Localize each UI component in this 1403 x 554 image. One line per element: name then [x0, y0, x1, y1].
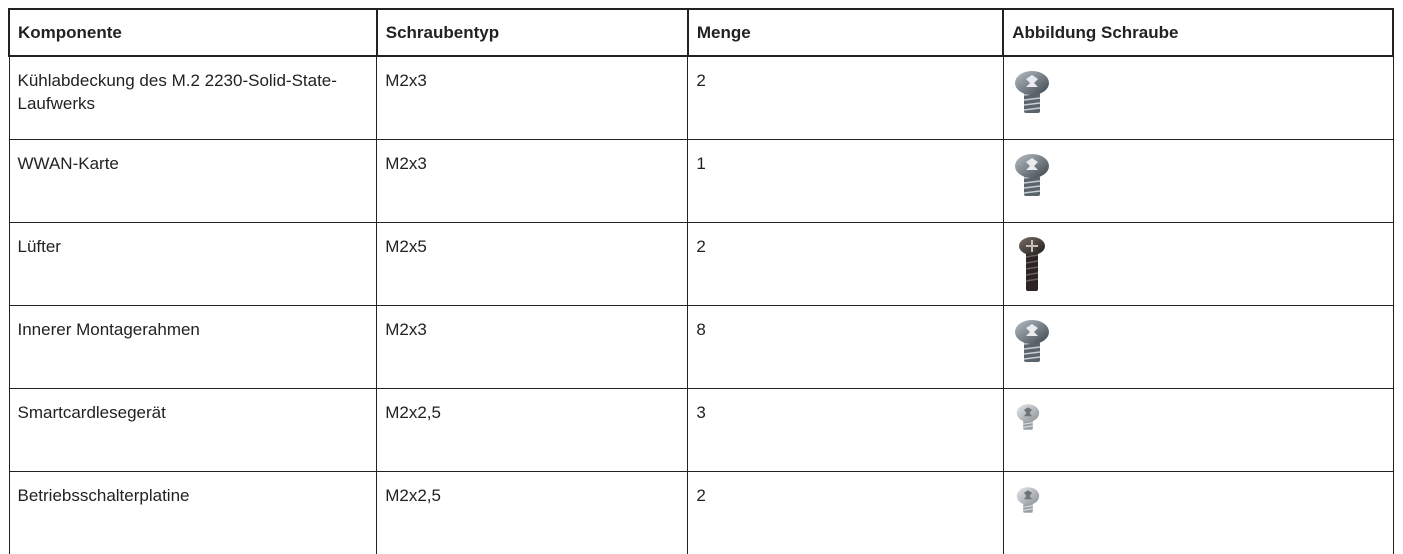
screw-image — [1012, 401, 1044, 433]
row: Innerer Montagerahmen M2x3 8 — [9, 306, 1393, 389]
cell: 3 — [688, 389, 1003, 472]
image-cell — [1003, 306, 1393, 389]
image-cell — [1003, 472, 1393, 554]
page: Komponente Schraubentyp Menge Abbildung … — [0, 0, 1403, 548]
header-row: Komponente Schraubentyp Menge Abbildung … — [9, 9, 1393, 56]
row: Betriebsschalterplatine M2x2,5 2 — [9, 472, 1393, 554]
cell: Innerer Montagerahmen — [9, 306, 377, 389]
cell: M2x5 — [377, 223, 688, 306]
cell: Smartcardlesegerät — [9, 389, 377, 472]
cell: 8 — [688, 306, 1003, 389]
cell: 2 — [688, 472, 1003, 554]
cell: M2x2,5 — [377, 389, 688, 472]
cell: 2 — [688, 223, 1003, 306]
cell: M2x3 — [377, 306, 688, 389]
screw-table: Komponente Schraubentyp Menge Abbildung … — [8, 8, 1394, 554]
cell: WWAN-Karte — [9, 140, 377, 223]
row: WWAN-Karte M2x3 1 — [9, 140, 1393, 223]
header-cell: Komponente — [9, 9, 377, 56]
header-cell: Menge — [688, 9, 1003, 56]
cell: 2 — [688, 56, 1003, 140]
screw-image — [1012, 318, 1052, 366]
screw-image — [1012, 152, 1052, 200]
image-cell — [1003, 56, 1393, 140]
image-cell — [1003, 140, 1393, 223]
cell: M2x3 — [377, 140, 688, 223]
cell: M2x3 — [377, 56, 688, 140]
screw-image — [1012, 69, 1052, 117]
row: Kühlabdeckung des M.2 2230-Solid-State-L… — [9, 56, 1393, 140]
cell: M2x2,5 — [377, 472, 688, 554]
cell: Kühlabdeckung des M.2 2230-Solid-State-L… — [9, 56, 377, 140]
row: Lüfter M2x5 2 — [9, 223, 1393, 306]
header-cell: Schraubentyp — [377, 9, 688, 56]
cell: Lüfter — [9, 223, 377, 306]
header-cell: Abbildung Schraube — [1003, 9, 1393, 56]
row: Smartcardlesegerät M2x2,5 3 — [9, 389, 1393, 472]
cell: 1 — [688, 140, 1003, 223]
image-cell — [1003, 389, 1393, 472]
image-cell — [1003, 223, 1393, 306]
screw-image — [1012, 484, 1044, 516]
screw-image — [1012, 235, 1052, 295]
cell: Betriebsschalterplatine — [9, 472, 377, 554]
